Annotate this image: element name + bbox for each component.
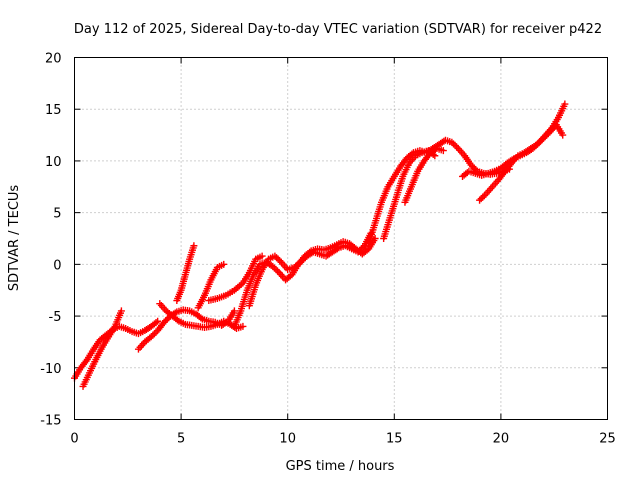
y-tick-label: 15 bbox=[45, 103, 62, 118]
data-point bbox=[431, 152, 439, 160]
data-point bbox=[357, 245, 365, 253]
y-tick-label: 10 bbox=[45, 155, 62, 170]
data-point bbox=[533, 140, 541, 148]
data-points bbox=[71, 100, 569, 390]
data-point bbox=[453, 143, 461, 151]
x-tick-label: 0 bbox=[70, 432, 78, 447]
data-point bbox=[147, 333, 155, 341]
y-tick-label: -15 bbox=[40, 414, 61, 429]
data-point bbox=[239, 322, 247, 330]
data-point bbox=[273, 254, 281, 262]
data-point bbox=[559, 131, 567, 139]
data-point bbox=[480, 192, 488, 200]
data-point bbox=[163, 315, 171, 323]
data-point bbox=[469, 163, 477, 171]
plot-frame bbox=[74, 57, 608, 420]
data-point bbox=[333, 245, 341, 253]
data-point bbox=[162, 317, 170, 325]
data-point bbox=[274, 255, 282, 263]
data-point bbox=[561, 100, 569, 108]
data-point bbox=[296, 258, 304, 266]
data-point bbox=[451, 141, 459, 149]
chart-title: Day 112 of 2025, Sidereal Day-to-day VTE… bbox=[74, 22, 602, 37]
y-tick-label: 20 bbox=[45, 52, 62, 67]
data-point bbox=[476, 196, 484, 204]
y-tick-label: 5 bbox=[53, 207, 61, 222]
y-tick-label: 0 bbox=[53, 258, 61, 273]
data-point bbox=[356, 246, 364, 254]
axis-ticks bbox=[74, 57, 608, 420]
data-point bbox=[150, 330, 158, 338]
data-point bbox=[274, 267, 282, 275]
data-point bbox=[538, 136, 546, 144]
data-point bbox=[298, 257, 306, 265]
y-tick-label: -5 bbox=[49, 310, 62, 325]
grid-lines bbox=[74, 57, 608, 420]
data-point bbox=[271, 252, 279, 260]
data-point bbox=[479, 193, 487, 201]
data-point bbox=[197, 314, 205, 322]
y-axis-label: SDTVAR / TECUs bbox=[7, 185, 22, 292]
data-point bbox=[117, 307, 125, 315]
y-tick-label: -10 bbox=[40, 362, 61, 377]
data-point bbox=[272, 266, 280, 274]
data-point bbox=[543, 131, 551, 139]
data-point bbox=[154, 317, 162, 325]
data-point bbox=[467, 161, 475, 169]
data-point bbox=[354, 248, 362, 256]
data-point bbox=[276, 257, 284, 265]
x-axis-label: GPS time / hours bbox=[286, 459, 395, 474]
data-point bbox=[448, 138, 456, 146]
x-tick-label: 10 bbox=[279, 432, 296, 447]
data-point bbox=[477, 195, 485, 203]
data-point bbox=[152, 319, 160, 327]
data-point bbox=[230, 307, 238, 315]
x-tick-label: 5 bbox=[177, 432, 185, 447]
data-point bbox=[149, 331, 157, 339]
data-point bbox=[449, 140, 457, 148]
data-point bbox=[439, 147, 447, 155]
tick-labels: 0 5 10 15 20 25 -15 -10 -5 0 5 10 15 20 bbox=[40, 52, 616, 447]
data-point bbox=[541, 133, 549, 141]
x-tick-label: 25 bbox=[599, 432, 616, 447]
data-point bbox=[535, 139, 543, 147]
x-tick-label: 15 bbox=[386, 432, 403, 447]
data-point bbox=[173, 316, 181, 324]
data-point bbox=[544, 130, 552, 138]
data-point bbox=[536, 137, 544, 145]
data-point bbox=[190, 242, 198, 250]
data-point bbox=[160, 318, 168, 326]
data-point bbox=[540, 134, 548, 142]
x-tick-label: 20 bbox=[493, 432, 510, 447]
data-point bbox=[270, 264, 278, 272]
data-point bbox=[300, 255, 308, 263]
data-point bbox=[220, 260, 228, 268]
data-point bbox=[359, 243, 367, 251]
data-point bbox=[470, 164, 478, 172]
data-point bbox=[258, 252, 266, 260]
data-point bbox=[269, 262, 277, 270]
